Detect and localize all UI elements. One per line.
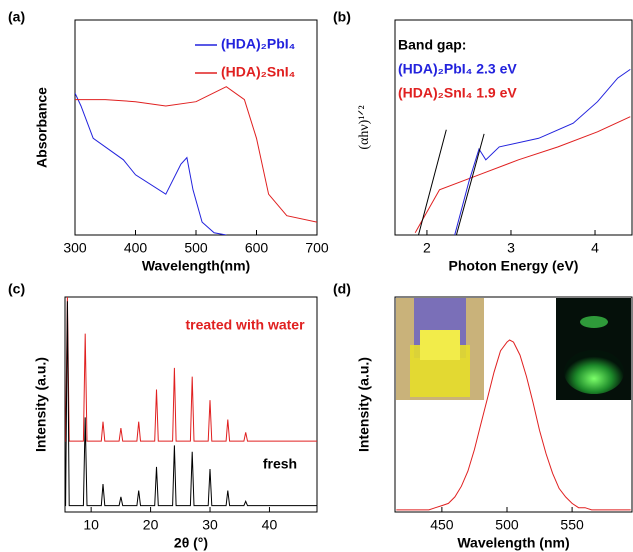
plot-frame bbox=[74, 19, 318, 236]
data-line bbox=[75, 92, 227, 235]
annotation: treated with water bbox=[185, 317, 305, 333]
legend-label: (HDA)₂PbI₄ bbox=[221, 36, 295, 52]
data-line bbox=[455, 133, 485, 235]
data-line bbox=[414, 116, 631, 234]
plot-area bbox=[75, 86, 317, 235]
x-tick-label: 400 bbox=[124, 240, 148, 256]
data-line bbox=[396, 339, 631, 511]
panel-label: (b) bbox=[333, 9, 351, 25]
x-tick-label: 700 bbox=[305, 240, 329, 256]
data-line bbox=[65, 301, 317, 507]
x-tick-label: 600 bbox=[245, 240, 269, 256]
annotation: (HDA)₂PbI₄ 2.3 eV bbox=[398, 61, 517, 77]
x-tick-label: 40 bbox=[262, 517, 278, 533]
inset-photo-yellow bbox=[396, 298, 484, 400]
annotation: (HDA)₂SnI₄ 1.9 eV bbox=[398, 85, 517, 101]
panel-label: (d) bbox=[333, 281, 351, 297]
x-tick-label: 500 bbox=[184, 240, 208, 256]
data-line bbox=[65, 297, 317, 442]
y-axis-label: Intensity (a.u.) bbox=[33, 357, 49, 452]
x-tick-label: 10 bbox=[83, 517, 99, 533]
plot-area bbox=[396, 339, 631, 511]
data-line bbox=[418, 129, 447, 235]
plot-area bbox=[414, 68, 631, 235]
plot-frame bbox=[394, 19, 633, 236]
x-tick-label: 2 bbox=[423, 240, 431, 256]
plot-frame bbox=[64, 296, 318, 513]
plot-area bbox=[65, 297, 317, 507]
plot-frame bbox=[394, 296, 633, 513]
annotation: Band gap: bbox=[398, 37, 466, 53]
y-axis-label: Absorbance bbox=[34, 87, 50, 168]
annotation: fresh bbox=[263, 456, 297, 472]
data-line bbox=[454, 68, 631, 235]
x-tick-label: 4 bbox=[591, 240, 599, 256]
x-tick-label: 300 bbox=[63, 240, 87, 256]
x-tick-label: 550 bbox=[560, 517, 584, 533]
inset-photo-green bbox=[556, 298, 631, 400]
x-tick-label: 30 bbox=[202, 517, 218, 533]
x-tick-label: 20 bbox=[143, 517, 159, 533]
data-line bbox=[75, 86, 317, 223]
legend-label: (HDA)₂SnI₄ bbox=[221, 64, 295, 80]
panel-label: (c) bbox=[8, 281, 25, 297]
x-axis-label: Wavelength(nm) bbox=[142, 258, 250, 274]
x-tick-label: 450 bbox=[430, 517, 454, 533]
x-axis-label: Photon Energy (eV) bbox=[449, 258, 579, 274]
y-axis-label: (αhν)¹ᐟ² bbox=[357, 105, 372, 149]
panel-label: (a) bbox=[8, 9, 25, 25]
x-tick-label: 500 bbox=[495, 517, 519, 533]
y-axis-label: Intensity (a.u.) bbox=[356, 357, 372, 452]
x-axis-label: Wavelength (nm) bbox=[457, 535, 569, 551]
x-axis-label: 2θ (°) bbox=[174, 535, 208, 551]
x-tick-label: 3 bbox=[507, 240, 515, 256]
